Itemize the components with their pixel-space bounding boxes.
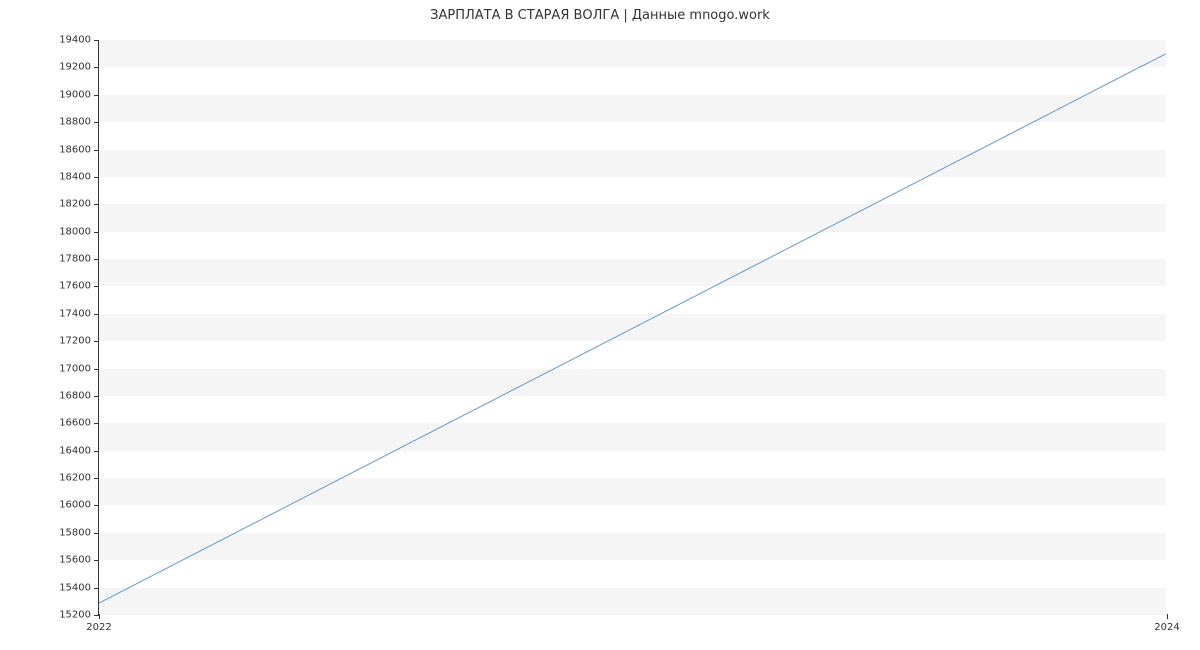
x-tick-label: 2022 xyxy=(86,614,111,633)
y-tick-label: 18400 xyxy=(59,171,99,182)
y-tick-label: 16400 xyxy=(59,445,99,456)
y-tick-label: 15800 xyxy=(59,527,99,538)
y-tick-label: 18200 xyxy=(59,199,99,210)
y-tick-label: 19000 xyxy=(59,89,99,100)
plot-area: 1520015400156001580016000162001640016600… xyxy=(98,40,1166,615)
y-tick-label: 19200 xyxy=(59,62,99,73)
x-tick-label: 2024 xyxy=(1154,614,1179,633)
y-tick-label: 17200 xyxy=(59,336,99,347)
y-tick-label: 16000 xyxy=(59,500,99,511)
y-tick-label: 15600 xyxy=(59,555,99,566)
y-tick-label: 17800 xyxy=(59,254,99,265)
line-series xyxy=(99,40,1166,614)
y-tick-label: 18800 xyxy=(59,117,99,128)
y-tick-label: 19400 xyxy=(59,35,99,46)
y-tick-label: 18600 xyxy=(59,144,99,155)
y-tick-label: 16200 xyxy=(59,473,99,484)
y-tick-label: 16800 xyxy=(59,390,99,401)
chart-container: ЗАРПЛАТА В СТАРАЯ ВОЛГА | Данные mnogo.w… xyxy=(0,0,1200,650)
y-tick-label: 18000 xyxy=(59,226,99,237)
y-tick-label: 17000 xyxy=(59,363,99,374)
y-tick-label: 17600 xyxy=(59,281,99,292)
y-tick-label: 17400 xyxy=(59,308,99,319)
y-tick-label: 15400 xyxy=(59,582,99,593)
chart-title: ЗАРПЛАТА В СТАРАЯ ВОЛГА | Данные mnogo.w… xyxy=(0,8,1200,23)
series-line xyxy=(99,54,1166,603)
y-tick-label: 16600 xyxy=(59,418,99,429)
